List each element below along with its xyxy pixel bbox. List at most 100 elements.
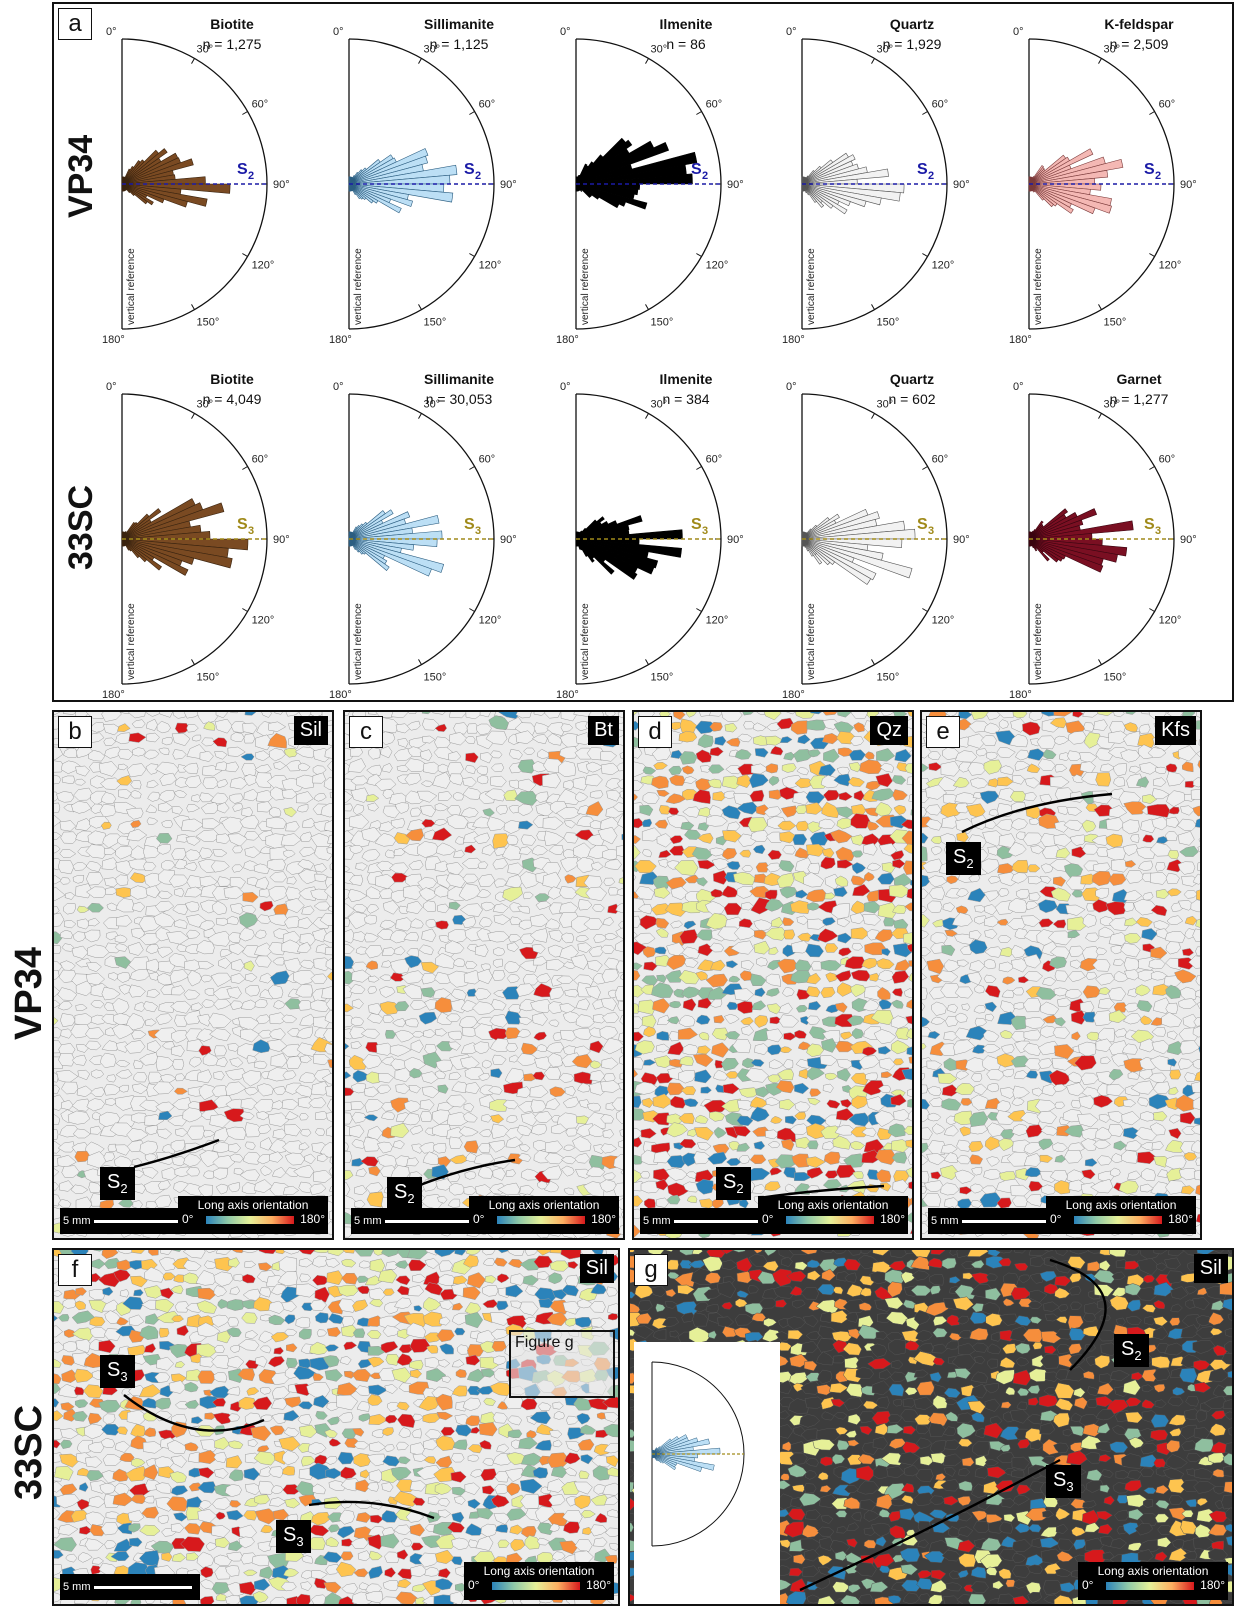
grain [182,1107,204,1123]
grain [956,1250,974,1259]
grain [903,843,912,854]
panel-label-c: c [349,716,383,748]
grain [325,958,332,970]
grain [765,987,780,997]
grain [1177,861,1196,875]
grain [278,1436,301,1452]
grain [721,805,741,820]
grain [611,1097,623,1112]
grain [751,1183,767,1194]
grain [345,1182,351,1197]
grain [490,1328,511,1340]
grain [185,835,201,846]
grain [286,1343,298,1353]
grain [792,791,812,806]
grain [1165,941,1181,955]
grain [185,849,202,862]
grain [186,1552,200,1561]
grain [619,1129,623,1138]
grain [259,1386,272,1395]
rose-petal [348,538,390,571]
grain [385,849,395,859]
grain [405,828,424,842]
grain [1164,931,1186,943]
grain [634,1208,645,1220]
grain [196,712,220,724]
grain [267,733,287,749]
grain [463,1254,479,1268]
grain [941,1257,957,1270]
grain [345,1071,352,1079]
grain [238,1396,256,1410]
grain [656,1031,670,1041]
grain [394,802,410,814]
grain [296,1042,318,1057]
grain [465,1250,481,1256]
grain [146,779,159,788]
sample-count: n = 1,275 [203,36,262,52]
grain [281,1098,300,1111]
grain [741,901,755,911]
grain [1022,832,1045,847]
grain [426,1345,439,1354]
rose-petal [801,538,814,557]
grain [680,1086,697,1096]
grain [406,1157,420,1167]
rose-tick [922,466,928,470]
grain [101,1250,119,1259]
grain [1194,818,1200,828]
grain [1011,1195,1028,1208]
grain [615,960,623,974]
rose-VP34-k-feldspar: 0°30°60°90°120°150°180°vertical referenc… [1009,16,1197,346]
grain [54,815,62,827]
grain [706,1250,727,1259]
grain [158,747,170,755]
grain [1068,945,1085,957]
grain [910,809,912,816]
grain [601,1057,619,1070]
grain [848,761,862,773]
grain [156,1356,175,1371]
grain [790,970,812,984]
grain [1011,1097,1025,1107]
grain [90,790,108,806]
rose-tick [242,466,248,470]
grain [517,803,534,816]
grain [323,1581,342,1594]
foliation-label-sub: 3 [248,525,254,537]
grain [128,732,147,743]
grain [1069,834,1088,846]
grain [131,1457,146,1468]
grain [127,1509,145,1523]
grain [118,789,132,799]
grain [211,900,227,915]
grain [54,1373,62,1385]
grain [1197,760,1200,769]
grain [591,1317,607,1328]
grain [822,847,835,859]
grain [433,1594,455,1604]
grain [932,919,946,928]
grain [1038,813,1060,829]
grain [1012,987,1025,996]
grain [1074,1055,1097,1071]
grain [922,1072,925,1081]
mineral-label-c: Bt [588,716,619,745]
grain [505,1136,524,1148]
grain [894,749,912,763]
grain [1136,1000,1153,1013]
grain [641,1014,657,1029]
grain [432,712,446,715]
grain [1135,984,1151,997]
grain [967,762,987,776]
grain [228,1143,242,1153]
grain [384,1551,400,1563]
grain [942,747,960,760]
degree-label: 150° [197,672,220,684]
grain [54,1481,64,1493]
grain [87,902,104,913]
grain [784,1115,797,1125]
rose-tick [922,608,928,612]
grain [634,720,641,731]
grain [861,1149,882,1164]
